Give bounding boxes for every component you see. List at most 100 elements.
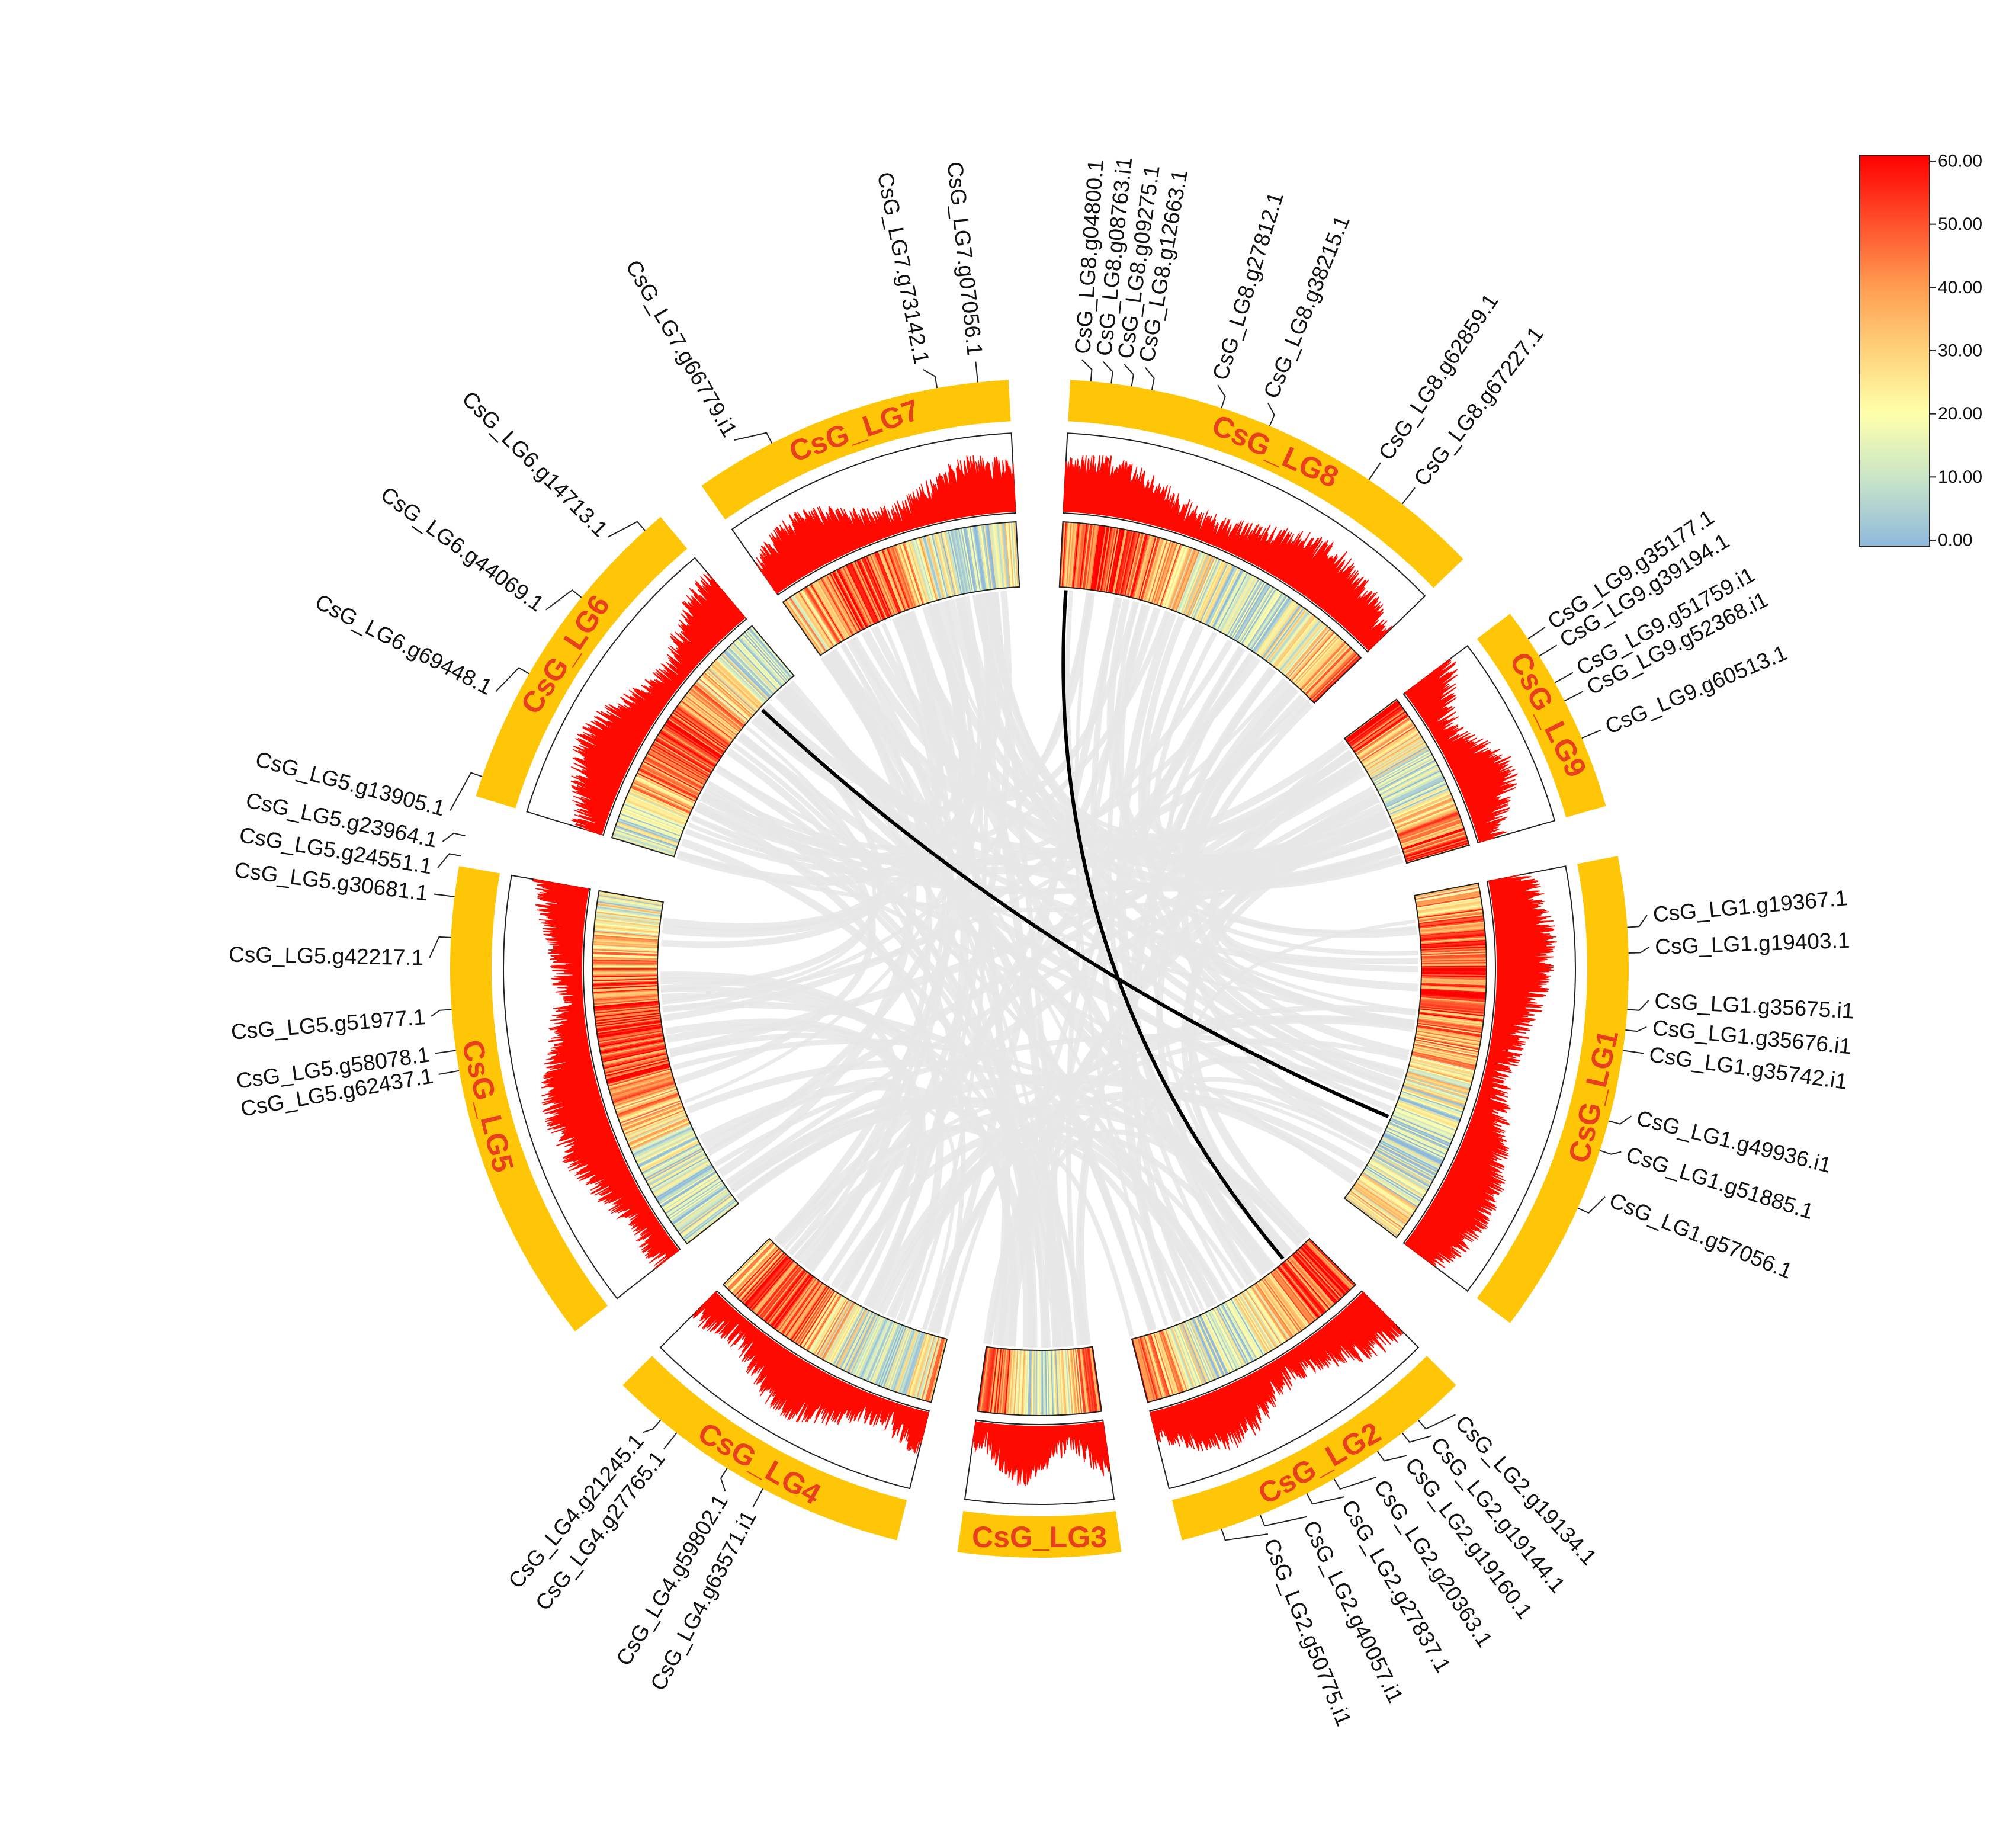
synteny-link (1090, 596, 1218, 1306)
csg-lg8-heatmap-frame (1058, 521, 1362, 704)
synteny-links (660, 590, 1419, 1348)
csg-lg6-heatmap-frame (611, 625, 795, 858)
synteny-link (1116, 612, 1255, 1286)
csg-lg2-heatmap-frame (1131, 1237, 1357, 1403)
gene-label-leader (1145, 367, 1155, 390)
gene-label-leader (643, 1419, 662, 1433)
gene-label-leader (1306, 1493, 1345, 1505)
gene-label-leader (1628, 947, 1649, 954)
synteny-link (707, 781, 1088, 1346)
synteny-link (662, 592, 1090, 1012)
csg-lg4-ideogram (622, 1356, 907, 1541)
gene-label-leader (442, 832, 466, 842)
legend-color-bar (1859, 155, 1930, 547)
legend-tick-label: 10.00 (1938, 467, 1982, 487)
synteny-link (931, 596, 1122, 1334)
synteny-link (1065, 603, 1147, 1346)
synteny-link (955, 598, 1417, 1013)
csg-lg7-histogram (731, 432, 1016, 596)
csg-lg8-histogram (1063, 432, 1426, 653)
csg-lg1-heatmap-frame (1343, 882, 1487, 1239)
legend-tick-label: 20.00 (1938, 404, 1982, 424)
gene-label-leader (734, 432, 773, 444)
synteny-link (777, 600, 973, 813)
csg-lg9-ideogram (1477, 614, 1606, 818)
gene-label-leader (1564, 691, 1584, 702)
csg-lg4-heatmap (722, 1237, 948, 1403)
gene-label: CsG_LG5.g51977.1 (230, 1005, 426, 1044)
gene-label-leader (1368, 462, 1381, 480)
legend-tick-label: 40.00 (1938, 278, 1982, 297)
legend-tick-label: 0.00 (1938, 531, 1972, 550)
csg-lg5-heatmap-frame (592, 890, 740, 1245)
csg-lg7-heatmap-frame (782, 521, 1020, 657)
gene-label: CsG_LG7.g73142.1 (873, 170, 934, 366)
synteny-link (861, 630, 1404, 890)
gene-label-leader (450, 772, 483, 811)
csg-lg1-heatmap (1343, 882, 1487, 1239)
csg-lg7-ideogram (701, 380, 1011, 520)
synteny-link (699, 794, 1384, 1135)
synteny-link (1000, 790, 1379, 1346)
synteny-link (943, 1152, 1074, 1347)
legend-tick-label: 30.00 (1938, 341, 1982, 361)
csg-lg8-ideogram (1068, 380, 1463, 588)
highlighted-links (760, 590, 1389, 1260)
csg-lg1-histogram (1402, 865, 1576, 1292)
synteny-link (820, 592, 1096, 802)
csg-lg2-heatmap (1131, 1237, 1357, 1403)
gene-label-leader (1259, 1515, 1307, 1527)
gene-label: CsG_LG7.g07056.1 (942, 161, 987, 357)
gene-label: CsG_LG6.g69448.1 (312, 589, 496, 700)
synteny-link (868, 1015, 1415, 1310)
gene-label-leader (608, 521, 646, 538)
gene-label: CsG_LG7.g66779.i1 (621, 256, 742, 441)
gene-label: CsG_LG1.g19403.1 (1655, 928, 1850, 959)
gene-label-leader (1623, 1050, 1644, 1054)
csg-lg5-heatmap (592, 890, 740, 1245)
highlight-link (760, 708, 1389, 1118)
csg-lg6-heatmap (611, 625, 795, 858)
gene-label-leader (1401, 1432, 1432, 1443)
gene-label-leader (1539, 644, 1558, 657)
gene-label-leader (1081, 359, 1093, 381)
gene-label: CsG_LG5.g42217.1 (229, 942, 424, 970)
csg-lg4-histogram (659, 1290, 930, 1490)
gene-label-leader (752, 1488, 763, 1507)
synteny-link (820, 656, 1045, 1348)
highlight-link (1061, 590, 1285, 1260)
gene-label-leader (663, 1432, 678, 1450)
gene-label-leader (1401, 487, 1416, 505)
gene-label: CsG_LG6.g44069.1 (376, 482, 548, 617)
synteny-link (676, 748, 876, 1085)
synteny-link (665, 1018, 926, 1309)
gene-density-histogram-track (503, 432, 1576, 1505)
gene-label-leader (1581, 729, 1601, 739)
synteny-link (1118, 603, 1400, 1092)
csg-lg8-heatmap (1058, 521, 1362, 704)
gene-label-leader (1124, 364, 1134, 387)
csg-lg3-heatmap-frame (976, 1346, 1103, 1416)
gene-label: CsG_LG6.g14713.1 (457, 386, 612, 541)
gene-label-leader (1599, 1150, 1622, 1155)
gene-label-leader (437, 853, 461, 868)
synteny-link (788, 680, 1157, 1331)
gene-label-leader (1102, 361, 1113, 384)
synteny-link (890, 1140, 1192, 1319)
synteny-link (1106, 598, 1417, 938)
gene-label-leader (1554, 672, 1574, 684)
legend-tick-label: 60.00 (1938, 152, 1982, 171)
csg-lg3-histogram (964, 1419, 1115, 1505)
synteny-link (829, 601, 1140, 802)
gene-label-leader (1577, 1196, 1606, 1214)
csg-lg3-heatmap (976, 1346, 1103, 1416)
gene-label-leader (1221, 1528, 1268, 1541)
gene-label-leader (975, 361, 978, 383)
csg-lg2-histogram (1149, 1290, 1420, 1490)
gene-label-leader (1333, 1476, 1376, 1490)
synteny-link (730, 1097, 1246, 1290)
synteny-link (725, 786, 1375, 1185)
gene-label-leader (1417, 1414, 1456, 1430)
csg-lg1-ideogram (1477, 856, 1629, 1323)
csg-lg7-heatmap (782, 521, 1020, 657)
